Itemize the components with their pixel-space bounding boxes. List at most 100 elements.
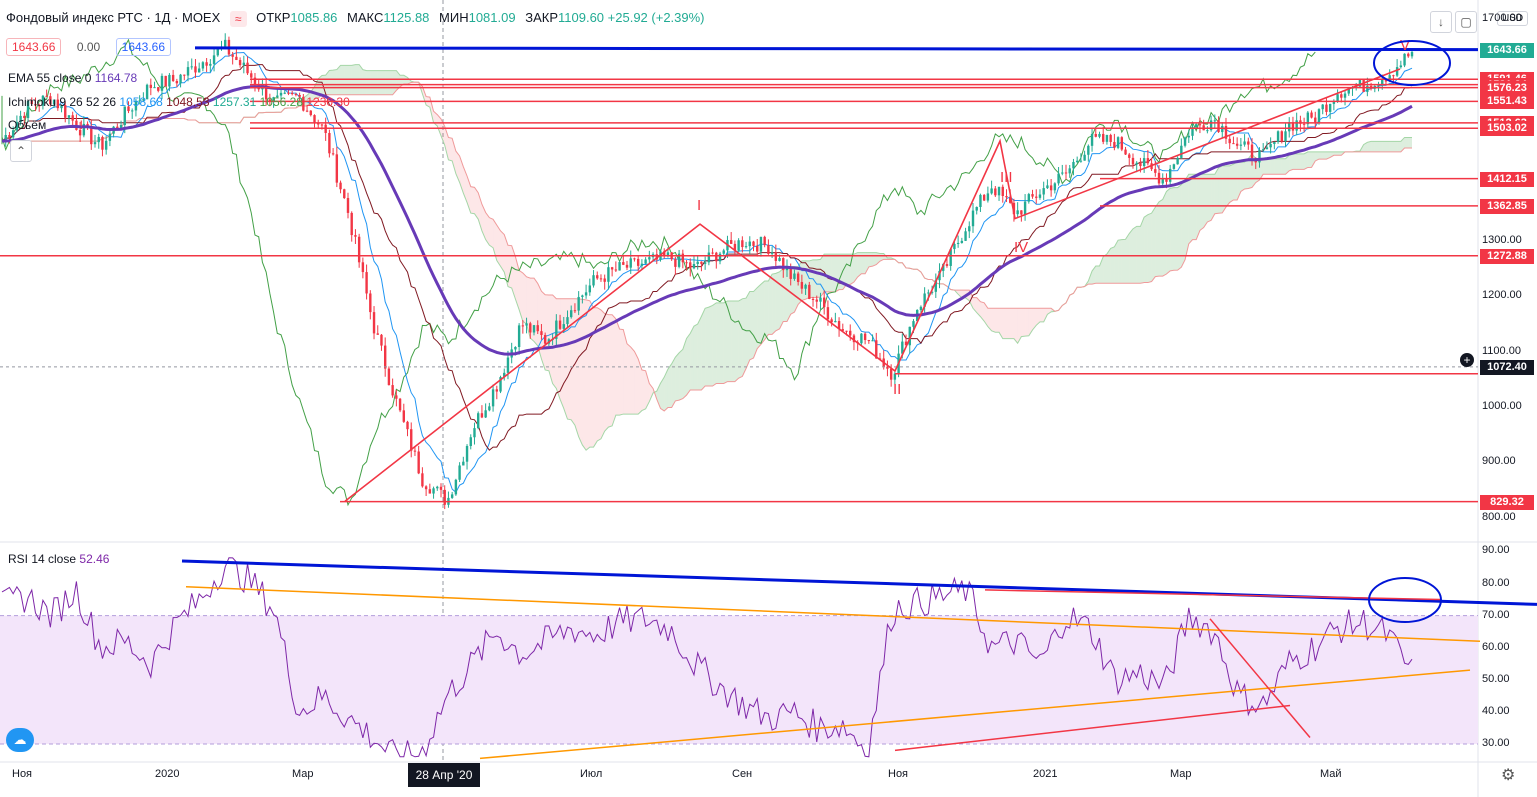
fullscreen-icon[interactable]: ▢ [1455,11,1477,33]
candle-body [1057,173,1060,184]
candle-body [703,262,707,264]
ichimoku-cloud-segment [1147,213,1152,283]
candle-body [1366,85,1369,92]
candle-body [387,368,391,386]
time-tick-label: Мар [292,768,314,780]
ichimoku-cloud-segment [958,290,962,298]
candle-body [212,55,216,64]
ichimoku-cloud-segment [1211,174,1215,221]
ichimoku-cloud-segment [716,302,721,384]
candle-body [681,253,685,263]
candle-body [160,75,164,91]
ichimoku-cloud-segment [522,273,527,324]
ichimoku-cloud-segment [1181,180,1186,268]
candle-body [462,461,465,466]
ichimoku-cloud-segment [693,324,698,391]
candle-body [577,296,580,311]
ichimoku-cloud-segment [1300,153,1305,170]
ichimoku-cloud-segment [686,333,691,396]
candle-body [979,194,982,207]
candle-body [1061,172,1064,174]
candle-body [26,100,30,119]
candle-body [1098,133,1101,137]
ichimoku-cloud-segment [1333,151,1338,156]
ema-legend[interactable]: EMA 55 close 0 1164.78 [8,71,137,85]
ichimoku-legend[interactable]: Ichimoku 9 26 52 26 1058.68 1048.53 1257… [8,95,350,109]
candle-body [1392,75,1395,77]
candle-body [145,84,149,100]
ichimoku-cloud-segment [1140,217,1145,284]
candle-body [1139,162,1142,167]
compare-icon[interactable]: ≈ [229,10,247,27]
candle-body [335,154,339,183]
candle-body [964,231,967,241]
ema-line [1,85,1413,356]
ichimoku-cloud-segment [705,307,709,387]
ichimoku-cloud-segment [675,352,680,401]
ichimoku-cloud-segment [1106,248,1111,284]
candle-body [1317,109,1321,123]
candle-body [521,325,525,327]
candle-body [1012,202,1016,215]
ichimoku-cloud-segment [366,70,371,95]
candle-body [484,410,487,418]
candle-body [1332,101,1336,104]
candle-body [1239,144,1243,146]
rsi-legend[interactable]: RSI 14 close 52.46 [8,552,109,566]
ichimoku-cloud-segment [318,75,322,99]
rsi-red-trendline [984,589,1441,601]
candle-body [636,258,640,266]
candle-body [1116,137,1120,148]
candle-body [677,253,681,267]
symbol-title[interactable]: Фондовый индекс РТС · 1Д · MOEX [6,10,221,25]
candle-body [529,323,532,333]
candle-body [78,129,82,136]
candle-body [584,292,588,296]
ichimoku-cloud-segment [861,252,866,274]
ichimoku-cloud-segment [1166,188,1171,275]
ichimoku-cloud-segment [1363,142,1368,152]
ichimoku-cloud-segment [1118,239,1122,284]
candle-body [123,106,126,126]
ichimoku-cloud-segment [1255,158,1260,183]
wave-label: IV [1014,239,1028,256]
price-tick-label: 900.00 [1482,455,1516,468]
collapse-legend-icon[interactable]: ⌃ [10,140,32,162]
candle-body [11,130,15,138]
candle-body [625,264,629,268]
ichimoku-cloud-segment [1125,233,1130,284]
ichimoku-cloud-segment [548,294,553,384]
candle-body [1280,131,1283,142]
candle-body [1105,134,1109,142]
buy-price-button[interactable]: 1643.66 [115,38,172,56]
ichimoku-cloud-segment [1136,226,1141,284]
ichimoku-cloud-segment [734,301,739,382]
ichimoku-cloud-segment [1371,141,1375,152]
low-label: МИН [439,10,469,25]
sell-price-button[interactable]: 1643.66 [6,38,62,56]
price-level-tag: 1576.23 [1480,80,1534,96]
candle-body [287,92,290,94]
candle-body [424,486,428,490]
arrow-down-icon[interactable]: ↓ [1430,11,1452,33]
ichimoku-cloud-segment [370,70,375,95]
candle-body [171,74,175,81]
volume-legend[interactable]: Объём ! [8,118,83,132]
ichimoku-cloud-segment [749,291,754,360]
candle-body [1131,157,1135,165]
ichimoku-cloud-segment [1330,151,1334,158]
candle-body [674,259,677,267]
rsi-tick-label: 50.00 [1482,672,1510,685]
currency-label[interactable]: USD [1497,11,1529,26]
candle-body [1395,67,1399,76]
tradingview-logo-icon[interactable]: ☁ [6,728,34,752]
warning-icon[interactable]: ! [79,118,83,132]
settings-gear-icon[interactable]: ⚙ [1501,767,1516,784]
candle-body [8,134,11,138]
candle-body [1020,210,1023,215]
add-alert-icon[interactable]: + [1460,353,1474,367]
candle-body [477,413,480,429]
candle-body [1161,179,1164,184]
candle-body [1232,143,1235,145]
